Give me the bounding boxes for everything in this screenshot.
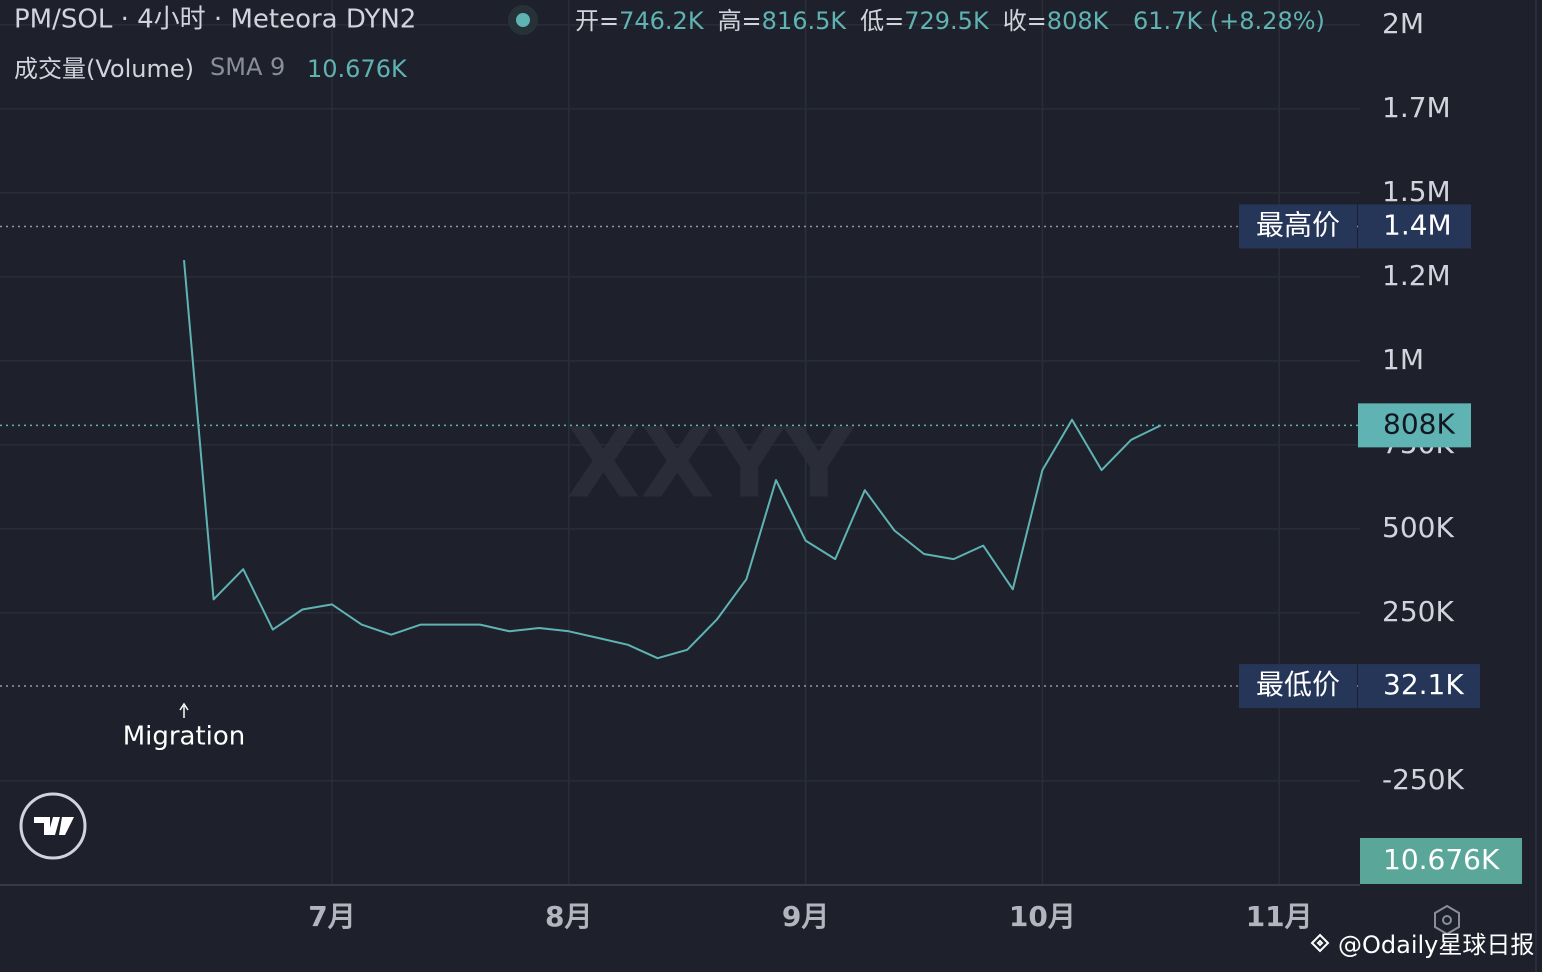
settings-icon-dot <box>1442 915 1452 925</box>
price-box <box>1358 664 1480 709</box>
y-tick-label: 1.7M <box>1382 91 1451 124</box>
x-tick-label: 7月 <box>308 900 355 933</box>
price-label: 808K <box>1383 407 1455 440</box>
status-dot <box>516 13 530 27</box>
settings-icon[interactable] <box>1434 904 1460 936</box>
ohlc-value: 808K <box>1047 7 1110 35</box>
tag-box <box>1239 204 1357 249</box>
logo <box>19 792 87 860</box>
tag-label: 最低价 <box>1256 668 1340 701</box>
x-tick-label: 9月 <box>782 900 829 933</box>
sma-label: SMA 9 <box>210 53 285 81</box>
x-tick-label: 11月 <box>1246 900 1313 933</box>
ohlc-label: 高= <box>718 7 762 35</box>
logo-mark <box>34 817 74 835</box>
volume-box <box>1360 838 1522 884</box>
volume-tag: 10.676K <box>1383 843 1500 876</box>
watermark: XXYY <box>566 407 855 519</box>
tag-box <box>1239 664 1357 709</box>
y-tick-label: 1.2M <box>1382 259 1451 292</box>
ohlc-label: 收= <box>1003 7 1047 35</box>
price-label: 1.4M <box>1383 208 1452 241</box>
volume-label: 成交量(Volume) <box>14 55 194 83</box>
y-tick-label: 500K <box>1382 511 1454 544</box>
chart-title: PM/SOL · 4小时 · Meteora DYN2 <box>14 5 416 35</box>
price-line <box>183 260 1162 660</box>
price-box <box>1358 403 1471 448</box>
price-box <box>1358 204 1471 249</box>
price-label: 32.1K <box>1383 668 1464 701</box>
x-tick-label: 10月 <box>1009 900 1076 933</box>
ohlc-value: 746.2K <box>619 7 705 35</box>
change: 61.7K (+8.28%) <box>1133 7 1325 35</box>
y-tick-label: -250K <box>1382 763 1465 796</box>
y-tick-label: 250K <box>1382 595 1454 628</box>
tag-label: 最高价 <box>1256 208 1340 241</box>
sma-value: 10.676K <box>307 55 408 83</box>
ohlc-label: 低= <box>860 7 904 35</box>
ohlc-label: 开= <box>575 7 619 35</box>
source: @Odaily星球日报 <box>1338 931 1534 959</box>
y-tick-label: 1.5M <box>1382 175 1451 208</box>
y-tick-label: 2M <box>1382 7 1424 40</box>
y-tick-label: 1M <box>1382 343 1424 376</box>
ohlc-value: 729.5K <box>904 7 990 35</box>
annotation-arrowhead <box>179 702 189 711</box>
source-icon <box>1310 933 1330 953</box>
annotation: Migration <box>123 722 246 752</box>
x-tick-label: 8月 <box>545 900 592 933</box>
ohlc-value: 816.5K <box>762 7 848 35</box>
